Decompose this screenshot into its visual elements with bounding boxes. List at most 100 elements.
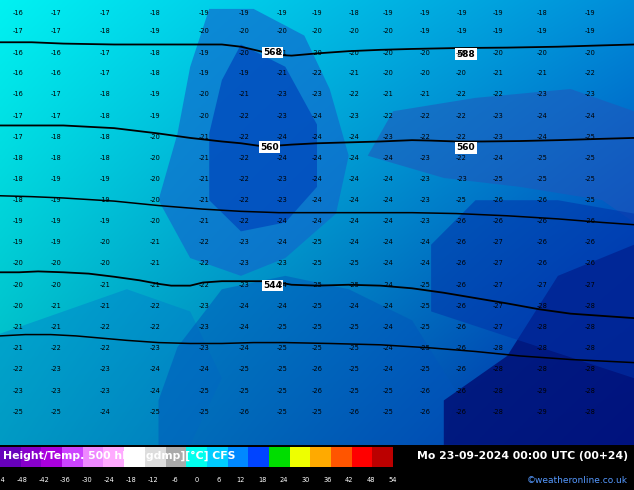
Text: -21: -21 [239,91,249,98]
Text: -24: -24 [238,303,250,309]
Text: -22: -22 [50,345,61,351]
Text: -21: -21 [199,197,209,203]
Text: -19: -19 [493,28,503,34]
Text: -24: -24 [276,303,288,309]
Text: 0: 0 [195,477,198,483]
Text: -20: -20 [150,155,161,161]
Bar [103,447,124,466]
Text: -25: -25 [311,345,323,351]
Text: -25: -25 [419,282,430,288]
Text: -25: -25 [536,155,548,161]
Text: -17: -17 [51,10,61,16]
Text: -24: -24 [348,176,359,182]
Text: -23: -23 [199,324,209,330]
Text: -18: -18 [100,134,110,140]
Text: -24: -24 [348,218,359,224]
Text: -25: -25 [50,409,61,415]
Text: -20: -20 [382,71,394,76]
Text: -26: -26 [456,218,467,224]
Text: -19: -19 [312,10,322,16]
Text: -18: -18 [100,28,110,34]
Text: -24: -24 [348,303,359,309]
Text: -24: -24 [382,260,394,267]
Text: -22: -22 [456,155,467,161]
Text: -25: -25 [276,345,288,351]
Polygon shape [158,276,456,445]
Text: -24: -24 [198,367,210,372]
Text: -21: -21 [277,71,287,76]
Text: -21: -21 [537,71,547,76]
Text: -22: -22 [419,134,430,140]
Text: -16: -16 [51,71,61,76]
Text: -25: -25 [198,388,210,393]
Text: ©weatheronline.co.uk: ©weatheronline.co.uk [527,476,628,485]
Text: -19: -19 [51,218,61,224]
Text: -22: -22 [198,282,210,288]
Text: -28: -28 [536,367,548,372]
Text: -27: -27 [536,282,548,288]
Text: -21: -21 [13,324,23,330]
Text: -20: -20 [198,91,210,98]
Text: -20: -20 [456,49,467,55]
Text: 560: 560 [260,143,279,152]
Text: -20: -20 [536,49,548,55]
Text: -23: -23 [277,176,287,182]
Text: -20: -20 [99,240,110,245]
Text: -26: -26 [238,409,250,415]
Text: -19: -19 [13,240,23,245]
Text: -24: -24 [276,282,288,288]
Text: -18: -18 [100,113,110,119]
Text: -20: -20 [456,71,467,76]
Text: -21: -21 [420,91,430,98]
Text: Height/Temp. 500 hPa [gdmp][°C] CFS: Height/Temp. 500 hPa [gdmp][°C] CFS [3,451,236,461]
Text: -22: -22 [456,91,467,98]
Text: -23: -23 [349,113,359,119]
Text: -17: -17 [13,134,23,140]
Text: -18: -18 [150,71,160,76]
Text: -23: -23 [239,260,249,267]
Text: -18: -18 [13,197,23,203]
Text: -28: -28 [536,303,548,309]
Text: -20: -20 [12,260,23,267]
Text: -19: -19 [150,28,160,34]
Text: -26: -26 [584,260,595,267]
Text: -24: -24 [348,240,359,245]
Text: -19: -19 [585,10,595,16]
Text: -19: -19 [100,176,110,182]
Text: -21: -21 [199,218,209,224]
Text: -18: -18 [537,10,547,16]
Text: -16: -16 [13,91,23,98]
Text: -24: -24 [382,218,394,224]
Bar [165,447,186,466]
Text: -23: -23 [277,260,287,267]
Text: -25: -25 [311,303,323,309]
Text: -25: -25 [348,282,359,288]
Text: -18: -18 [349,10,359,16]
Text: -24: -24 [382,324,394,330]
Text: -20: -20 [382,28,394,34]
Bar [249,447,269,466]
Text: -26: -26 [584,240,595,245]
Text: -25: -25 [419,303,430,309]
Text: -25: -25 [419,345,430,351]
Text: -24: -24 [492,155,503,161]
Text: -27: -27 [492,260,503,267]
Text: -25: -25 [536,176,548,182]
Text: -19: -19 [383,10,393,16]
Text: -23: -23 [383,134,393,140]
Text: -29: -29 [537,388,547,393]
Text: -19: -19 [150,113,160,119]
Text: -23: -23 [585,91,595,98]
Text: -20: -20 [311,28,323,34]
Text: -28: -28 [584,303,595,309]
Bar [372,447,393,466]
Text: -23: -23 [199,345,209,351]
Text: -19: -19 [239,71,249,76]
Text: -27: -27 [584,282,595,288]
Text: -26: -26 [536,260,548,267]
Polygon shape [209,45,317,231]
Text: 12: 12 [236,477,244,483]
Text: -19: -19 [100,218,110,224]
Text: -22: -22 [238,113,250,119]
Text: -26: -26 [456,367,467,372]
